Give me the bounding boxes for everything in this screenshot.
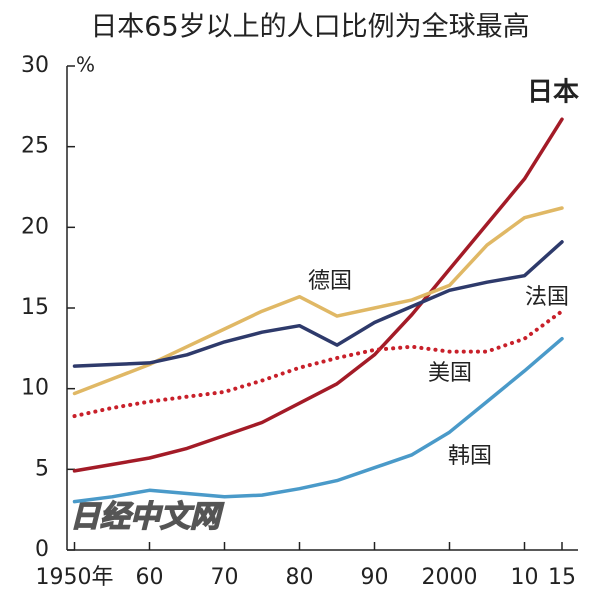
- series-line: [72, 117, 564, 473]
- y-unit: %: [76, 53, 95, 77]
- y-tick-label: 10: [21, 376, 49, 401]
- x-tick-label: 90: [361, 565, 389, 590]
- x-tick-label: 60: [136, 565, 164, 590]
- x-tick-label: 15: [548, 565, 576, 590]
- watermark: 日经中文网: [70, 500, 224, 535]
- series-line: [72, 336, 564, 504]
- y-tick-label: 5: [35, 456, 49, 481]
- y-tick-label: 0: [35, 537, 49, 562]
- x-tick-label: 70: [211, 565, 239, 590]
- series-label: 美国: [428, 361, 472, 386]
- y-tick-label: 30: [21, 53, 49, 78]
- series-label: 法国: [525, 285, 569, 310]
- chart-title: 日本65岁以上的人口比例为全球最高: [90, 12, 529, 43]
- series-label: 日本: [527, 78, 579, 108]
- x-tick-label: 80: [286, 565, 314, 590]
- x-tick-label: 2000: [422, 565, 478, 590]
- y-tick-label: 15: [21, 295, 49, 320]
- x-tick-label: 1950年: [36, 565, 114, 590]
- series-label: 韩国: [448, 444, 492, 469]
- series-line: [72, 309, 564, 419]
- y-tick-label: 20: [21, 214, 49, 239]
- series-line: [72, 240, 564, 368]
- y-tick-label: 25: [21, 134, 49, 159]
- x-tick-label: 10: [511, 565, 539, 590]
- series-label: 德国: [308, 269, 352, 294]
